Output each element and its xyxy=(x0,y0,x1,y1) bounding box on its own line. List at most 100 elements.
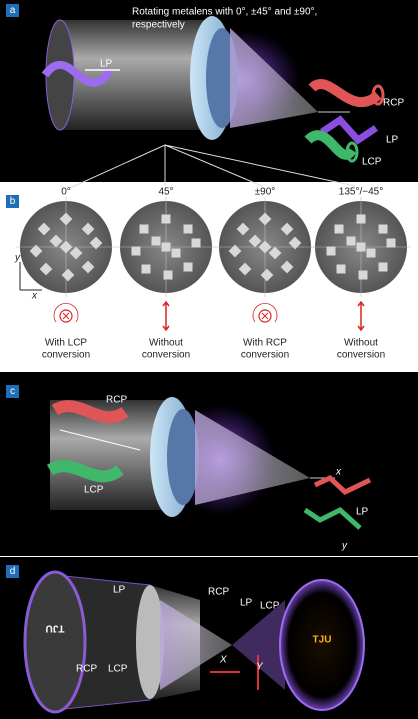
nanofin xyxy=(139,224,149,234)
nanofin xyxy=(49,234,63,248)
caption: respectively xyxy=(132,20,185,31)
nanofin xyxy=(37,222,51,236)
axis-label: y xyxy=(14,253,21,264)
nanofin xyxy=(356,242,366,252)
label: LCP xyxy=(108,664,128,675)
label-box xyxy=(6,195,19,208)
nanofin xyxy=(378,224,388,234)
label: LP xyxy=(386,135,399,146)
label: LP xyxy=(240,598,253,609)
nanofin xyxy=(236,222,250,236)
nanofin xyxy=(358,270,368,280)
angle-label: ±90° xyxy=(255,187,276,198)
lp-x xyxy=(313,475,372,495)
cone xyxy=(160,600,232,690)
nanofin xyxy=(334,224,344,234)
cylinder xyxy=(50,400,175,510)
nanofin xyxy=(228,244,242,258)
nanofin xyxy=(386,238,396,248)
nanofin xyxy=(238,262,252,276)
panel-label: c xyxy=(10,386,15,397)
metasurfaces xyxy=(16,197,411,332)
lp-icon xyxy=(162,300,170,332)
focus-cone xyxy=(195,410,310,505)
nanofin xyxy=(346,236,356,246)
input-image: TJU xyxy=(46,622,65,633)
nanofin xyxy=(39,262,53,276)
label: LP xyxy=(100,59,113,70)
nanofin xyxy=(151,236,161,246)
panel-d xyxy=(23,570,365,714)
label: LCP xyxy=(260,601,280,612)
label: X xyxy=(219,655,227,666)
tube-end xyxy=(23,570,87,714)
nanofin xyxy=(89,236,103,250)
cp-arc xyxy=(53,302,79,323)
caption: conversion xyxy=(337,350,385,361)
nanofin xyxy=(260,268,274,282)
panel-c xyxy=(46,397,372,530)
caption: With RCP xyxy=(243,338,287,349)
nanofin xyxy=(326,246,336,256)
nanofin xyxy=(81,222,95,236)
caption: Without xyxy=(344,338,378,349)
arrow xyxy=(59,429,141,451)
rcp-end xyxy=(371,84,385,106)
label: LP xyxy=(356,507,369,518)
nanofin xyxy=(59,212,73,226)
label: RCP xyxy=(76,664,97,675)
label: RCP xyxy=(106,395,127,406)
nanofin xyxy=(183,224,193,234)
caption: With LCP xyxy=(45,338,88,349)
caption: conversion xyxy=(42,350,90,361)
nanofin xyxy=(69,246,83,260)
nanofin xyxy=(280,260,294,274)
cp-icon xyxy=(59,309,73,323)
label: x xyxy=(335,467,342,478)
lcp-end xyxy=(345,141,359,163)
cp-cross xyxy=(261,312,269,320)
pointer-lines xyxy=(69,144,356,189)
lp-wave xyxy=(41,60,114,87)
nanofin xyxy=(141,264,151,274)
nanofin xyxy=(171,248,181,258)
caption: Rotating metalens with 0°, ±45° and ±90°… xyxy=(132,7,317,18)
rcp-helix xyxy=(51,400,129,424)
angle-label: 135°/−45° xyxy=(339,187,383,198)
caption: conversion xyxy=(142,350,190,361)
nanofin xyxy=(356,214,366,224)
angle-label: 45° xyxy=(158,187,173,198)
rcp-helix xyxy=(308,79,382,108)
panel-label: a xyxy=(10,5,16,16)
axes xyxy=(19,262,42,291)
nanofin xyxy=(248,234,262,248)
cylinder xyxy=(60,20,215,130)
nanofin xyxy=(161,242,171,252)
nanofin xyxy=(366,248,376,258)
lp-icon xyxy=(357,300,365,332)
axis-label: x xyxy=(31,291,38,302)
lcp-helix xyxy=(46,460,124,483)
lp-out xyxy=(320,115,378,145)
cp-icon xyxy=(258,309,272,323)
nanofin xyxy=(191,238,201,248)
panel-a xyxy=(41,16,385,189)
metalens-face xyxy=(167,409,199,505)
cone-out xyxy=(232,600,285,690)
label-box xyxy=(6,385,19,398)
label-box xyxy=(6,4,19,17)
nanofin xyxy=(378,262,388,272)
label: RCP xyxy=(208,587,229,598)
nanofin xyxy=(161,214,171,224)
cylinder-end xyxy=(45,19,75,131)
caption: conversion xyxy=(241,350,289,361)
focus-cone xyxy=(230,28,318,128)
label-box xyxy=(6,565,19,578)
lp-y xyxy=(303,507,362,530)
nanofin xyxy=(131,246,141,256)
nanofin xyxy=(163,270,173,280)
panel-label: b xyxy=(10,196,16,207)
angle-label: 0° xyxy=(61,187,71,198)
nanofin xyxy=(258,240,272,254)
